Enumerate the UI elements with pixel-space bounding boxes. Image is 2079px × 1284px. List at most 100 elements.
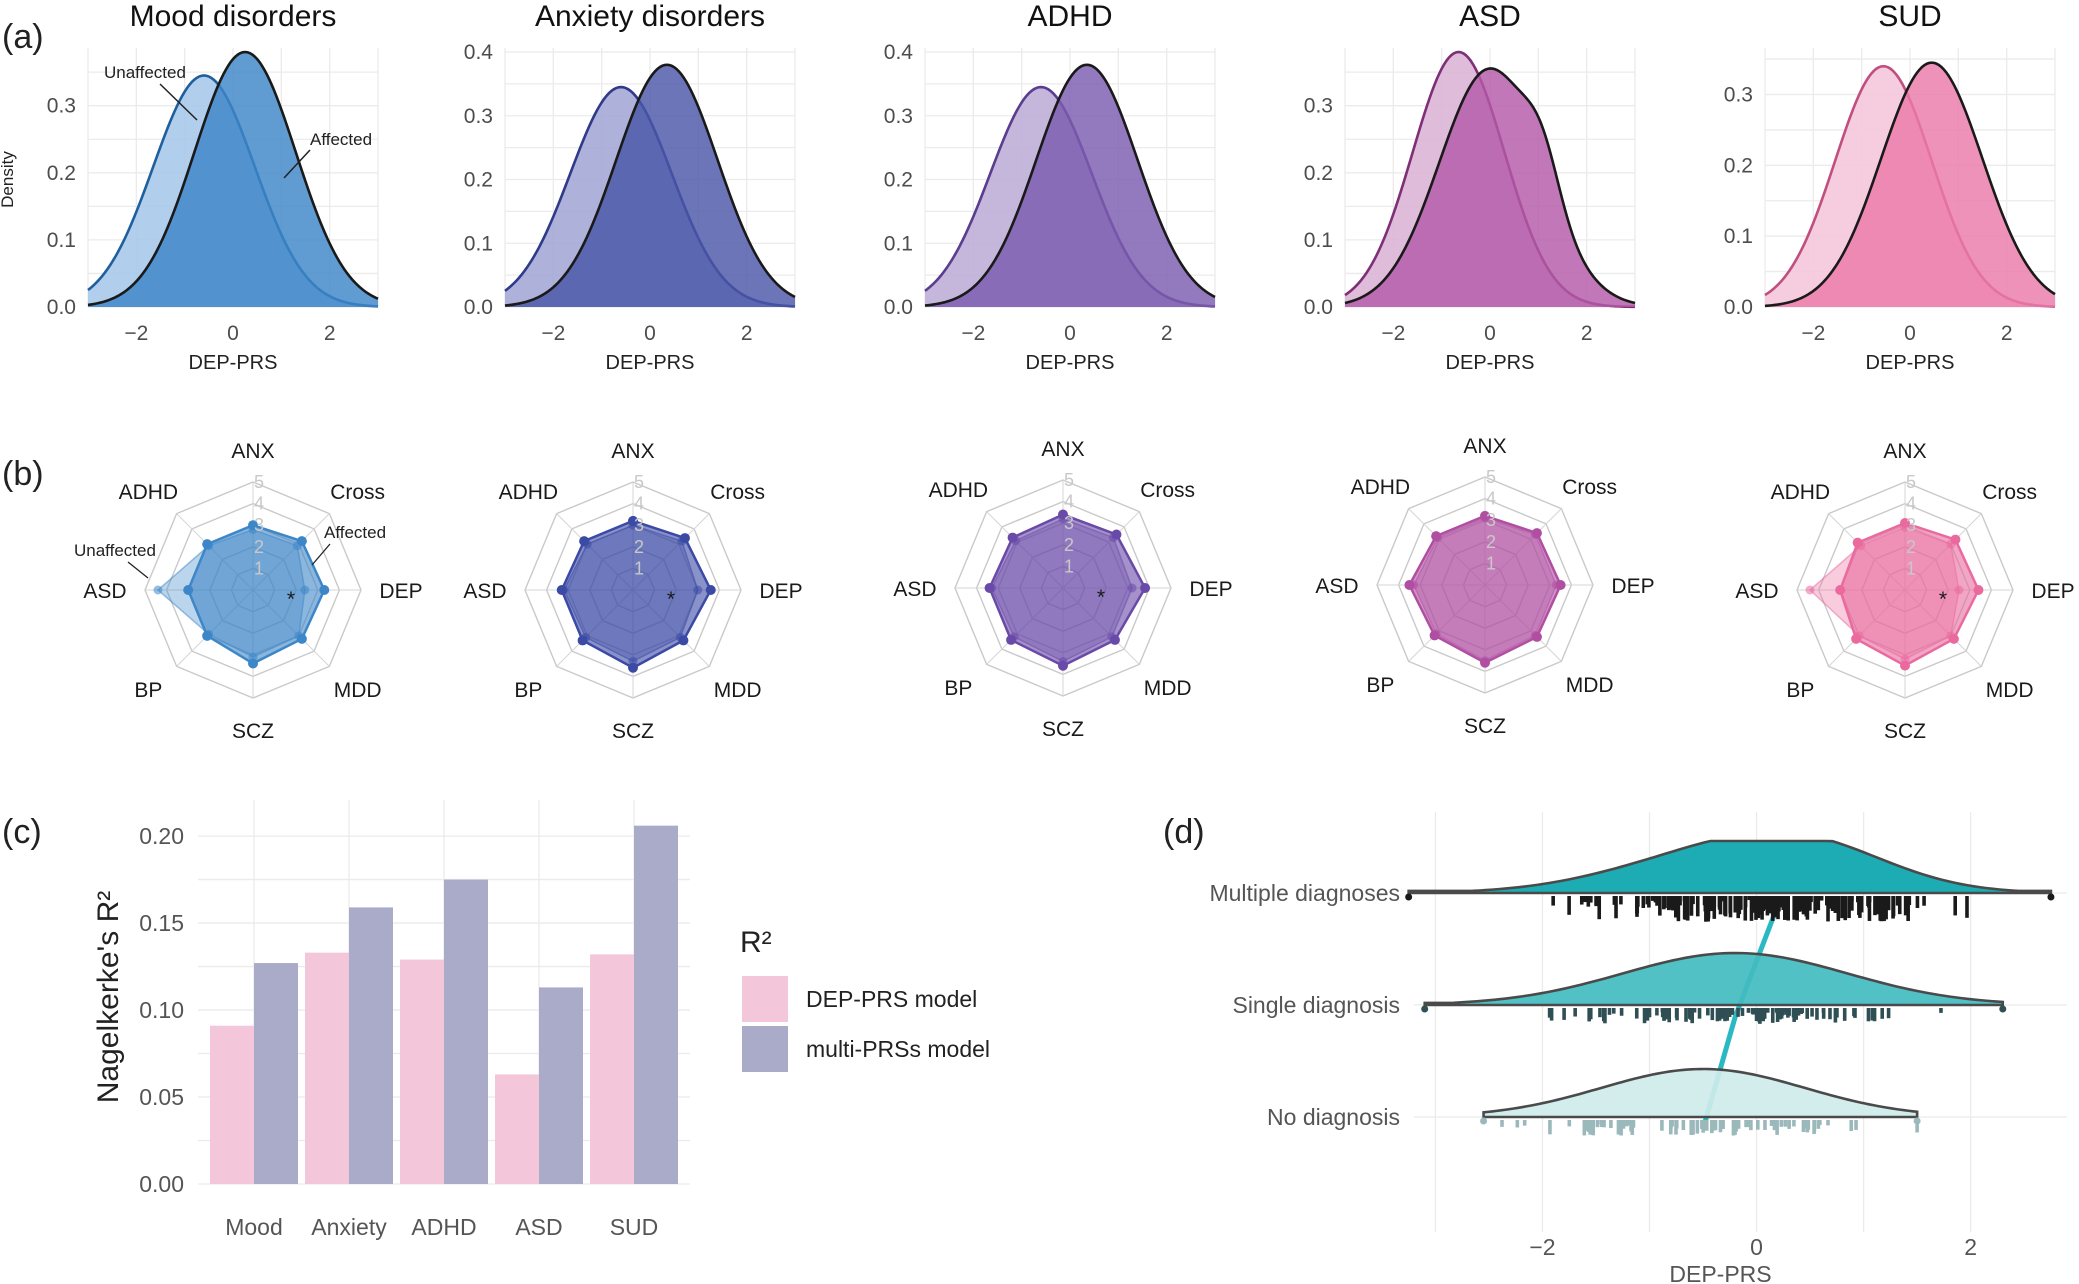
raw-data-point (1802, 896, 1806, 908)
raw-data-point (1965, 896, 1969, 918)
affected-radar-point (705, 585, 716, 595)
raw-data-point (1675, 1008, 1679, 1021)
x-tick-label: −2 (1801, 322, 1825, 345)
x-tick-label: 0 (1750, 1234, 1763, 1260)
radar-axis-label: ASD (83, 580, 126, 603)
raw-data-point (1647, 1008, 1652, 1018)
y-tick-label: 0.1 (464, 232, 493, 255)
y-tick-label: 0.2 (47, 162, 76, 185)
x-tick-label: ASD (515, 1214, 562, 1240)
raw-data-point (1674, 1120, 1679, 1129)
raw-data-point (1915, 896, 1920, 909)
raw-data-point (1715, 1008, 1720, 1022)
raw-data-point (1634, 1008, 1639, 1019)
annotation-pointer (127, 561, 149, 579)
raw-data-point (1756, 1120, 1760, 1130)
x-tick-label: 2 (741, 322, 753, 345)
raw-data-point (1595, 1120, 1600, 1128)
raw-data-point (1567, 896, 1571, 915)
significance-star: * (287, 588, 295, 611)
raw-data-point (1754, 1008, 1759, 1022)
raw-data-point (1849, 1120, 1854, 1132)
density-cloud-1 (1423, 951, 2005, 1007)
radar-axis-label: ANX (231, 440, 274, 463)
y-tick-label: 0.0 (464, 296, 493, 319)
raw-data-point (1731, 1120, 1736, 1136)
raw-data-point (1801, 1120, 1806, 1133)
affected-radar-point (1111, 529, 1122, 540)
raw-data-point (1881, 896, 1885, 912)
raw-data-point (1815, 1008, 1819, 1020)
raw-data-point (1751, 896, 1755, 903)
annotation-affected: Affected (310, 130, 372, 149)
raw-data-point (1607, 1008, 1612, 1015)
y-tick-label: 0.0 (1724, 296, 1753, 319)
raw-data-point (1710, 1120, 1714, 1134)
raw-data-point (1655, 896, 1659, 906)
raw-data-point (1891, 896, 1896, 917)
raw-data-point (1740, 1008, 1745, 1016)
ring-tick-label: 5 (634, 472, 644, 492)
raw-data-point (1796, 1008, 1801, 1016)
panel-label-a: (a) (2, 18, 44, 56)
raw-data-point (1842, 1008, 1847, 1021)
panel-a-density-plots: Mood disorders 0.0 0.1 0.2 0.3 −2 0 2 DEP-PRS Den… (0, 0, 2056, 374)
affected-radar-point (1404, 580, 1415, 590)
raw-data-point (1706, 1008, 1710, 1016)
radar-axis-label: SCZ (1464, 715, 1506, 738)
raw-data-point (1722, 896, 1726, 901)
x-tick-label: 2 (1161, 322, 1173, 345)
raw-data-point (1770, 896, 1775, 921)
raw-data-point (1733, 896, 1738, 913)
raw-data-point (1642, 1008, 1647, 1024)
ring-tick-label: 5 (1906, 472, 1916, 492)
panel-label-b: (b) (2, 455, 44, 493)
raw-data-point (1689, 1008, 1693, 1020)
raw-data-point (1549, 1008, 1554, 1021)
legend-swatch (742, 976, 788, 1022)
radar-axis-label: ASD (1315, 575, 1358, 598)
radar-axis-label: MDD (1566, 674, 1614, 697)
y-tick-label: 0.20 (139, 823, 184, 849)
y-tick-label: 0.0 (884, 296, 913, 319)
x-axis-label: DEP-PRS (1026, 352, 1115, 374)
raw-data-point (1591, 1120, 1596, 1136)
raw-data-point (1480, 1117, 1488, 1125)
radar-axis-label: BP (134, 679, 162, 702)
raw-data-point (1778, 896, 1783, 908)
x-tick-label: Mood (225, 1214, 283, 1240)
panel-c-bar-chart: Mood Anxiety ADHD ASD SUD 0.00 0.05 0.10 0.15 0.2… (92, 800, 990, 1240)
raw-data-point (1760, 896, 1764, 920)
radar-axis-label: DEP (2031, 580, 2074, 603)
radar-axis-label: SCZ (1042, 718, 1084, 741)
ring-tick-label: 4 (634, 494, 644, 514)
affected-density-line (924, 63, 1216, 307)
raw-data-point (1619, 896, 1623, 905)
raw-data-point (1818, 1120, 1822, 1126)
radar-axis-label: SCZ (1884, 720, 1926, 743)
raw-data-point (1804, 1120, 1809, 1129)
bar-dep-prs-model-adhd (400, 959, 444, 1184)
affected-radar-point (1555, 580, 1566, 590)
raw-data-point (1706, 896, 1710, 922)
y-tick-label: 0.3 (884, 105, 913, 128)
facet-title: Anxiety disorders (535, 0, 765, 33)
raw-data-point (1691, 1120, 1695, 1135)
x-tick-label: −2 (124, 322, 148, 345)
raw-data-point (1750, 1008, 1755, 1014)
raw-data-point (1763, 896, 1767, 909)
bar-multi-prss-model-adhd (444, 879, 488, 1184)
raw-data-point (1884, 896, 1888, 920)
raw-data-point (1734, 1120, 1738, 1129)
raw-data-point (1721, 1120, 1725, 1130)
annotation-pointer (159, 83, 198, 121)
ring-tick-label: 4 (1486, 489, 1496, 509)
density-facet-3: ASD 0.0 0.1 0.2 0.3 −2 0 2 DEP-PRS (1304, 0, 1636, 374)
affected-radar-point (1007, 532, 1018, 543)
significance-star: * (667, 588, 675, 611)
raw-data-point (1866, 1008, 1871, 1022)
raw-data-point (1852, 1008, 1856, 1017)
raw-data-point (1673, 896, 1678, 918)
radar-axis-label: Cross (330, 481, 385, 504)
